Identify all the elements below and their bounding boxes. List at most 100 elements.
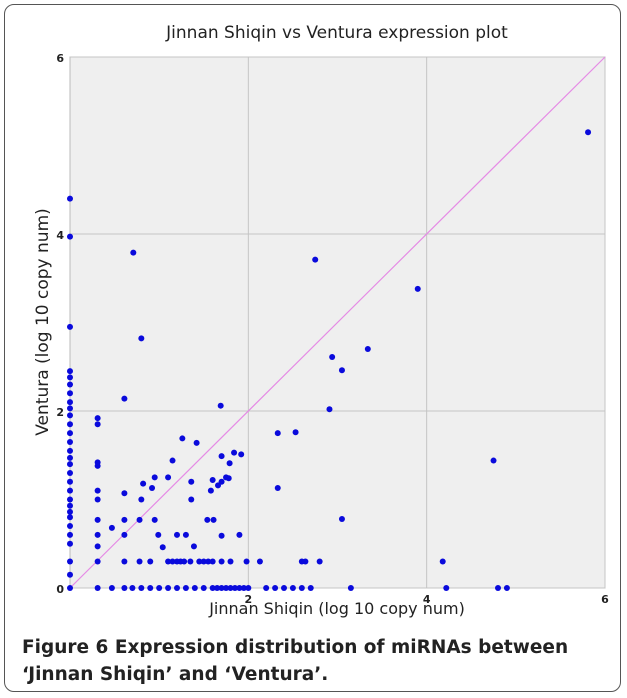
point (231, 585, 238, 591)
point (67, 508, 73, 515)
point (149, 484, 156, 491)
point (94, 531, 101, 538)
point (196, 558, 203, 565)
point (94, 543, 101, 550)
y-tick-label: 4 (56, 229, 64, 242)
point (121, 531, 128, 538)
point (165, 585, 172, 591)
point (67, 438, 73, 445)
point (67, 558, 73, 565)
point (281, 585, 287, 591)
point (165, 558, 172, 565)
point (67, 233, 73, 240)
point (190, 543, 197, 550)
point (338, 367, 345, 374)
point (307, 585, 314, 591)
point (136, 558, 143, 565)
point (129, 585, 136, 591)
point (151, 516, 158, 523)
point (181, 558, 188, 565)
point (67, 502, 73, 509)
point (121, 395, 128, 402)
point (159, 544, 166, 551)
point (156, 585, 163, 591)
point (329, 354, 336, 361)
point (67, 381, 73, 388)
point (347, 585, 354, 591)
point (138, 335, 145, 342)
point (256, 558, 263, 565)
point (238, 451, 245, 458)
point (240, 585, 247, 591)
point (209, 585, 216, 591)
point (274, 484, 281, 491)
point (67, 368, 73, 375)
point (108, 524, 115, 531)
point (67, 454, 73, 461)
point (217, 402, 224, 409)
point (191, 585, 198, 591)
point (316, 558, 323, 565)
point (226, 460, 233, 467)
point (364, 346, 371, 353)
figure-caption: Figure 6 Expression distribution of miRN… (22, 637, 569, 685)
point (443, 585, 450, 591)
y-tick-label: 6 (56, 52, 64, 65)
y-axis-label: Ventura (log 10 copy num) (33, 208, 53, 436)
point (227, 558, 234, 565)
point (67, 430, 73, 437)
point (209, 477, 216, 484)
point (67, 461, 73, 468)
point (503, 585, 510, 591)
point (272, 585, 279, 591)
point (67, 447, 73, 454)
point (223, 585, 230, 591)
point (338, 515, 345, 522)
point (136, 516, 143, 523)
point (94, 421, 101, 428)
point (147, 558, 154, 565)
point (274, 430, 281, 437)
point (169, 558, 176, 565)
point (94, 496, 101, 503)
point (138, 496, 145, 503)
x-axis-label: Jinnan Shiqin (log 10 copy num) (208, 599, 465, 618)
point (200, 558, 207, 565)
point (225, 475, 232, 482)
point (174, 585, 180, 591)
point (182, 585, 189, 591)
point (140, 480, 147, 487)
point (67, 421, 73, 428)
point (67, 478, 73, 485)
point (179, 435, 186, 442)
point (94, 462, 101, 469)
point (67, 540, 73, 547)
point (585, 129, 592, 136)
x-tick-label: 6 (601, 593, 609, 606)
point (263, 585, 270, 591)
point (243, 558, 250, 565)
y-tick-label: 0 (56, 583, 64, 596)
point (200, 585, 207, 591)
point (94, 585, 101, 591)
point (490, 457, 497, 464)
point (67, 399, 73, 406)
point (67, 496, 73, 503)
point (193, 439, 200, 446)
chart-title: Jinnan Shiqin vs Ventura expression plot (165, 23, 508, 43)
point (218, 453, 225, 460)
point (214, 585, 221, 591)
point (67, 405, 73, 412)
point (188, 478, 195, 485)
point (67, 531, 73, 538)
point (236, 585, 243, 591)
point (231, 449, 238, 456)
point (130, 249, 137, 256)
point (182, 531, 189, 538)
point (292, 429, 299, 436)
point (204, 516, 211, 523)
point (138, 585, 145, 591)
point (245, 585, 252, 591)
point (218, 532, 225, 539)
point (94, 558, 101, 565)
